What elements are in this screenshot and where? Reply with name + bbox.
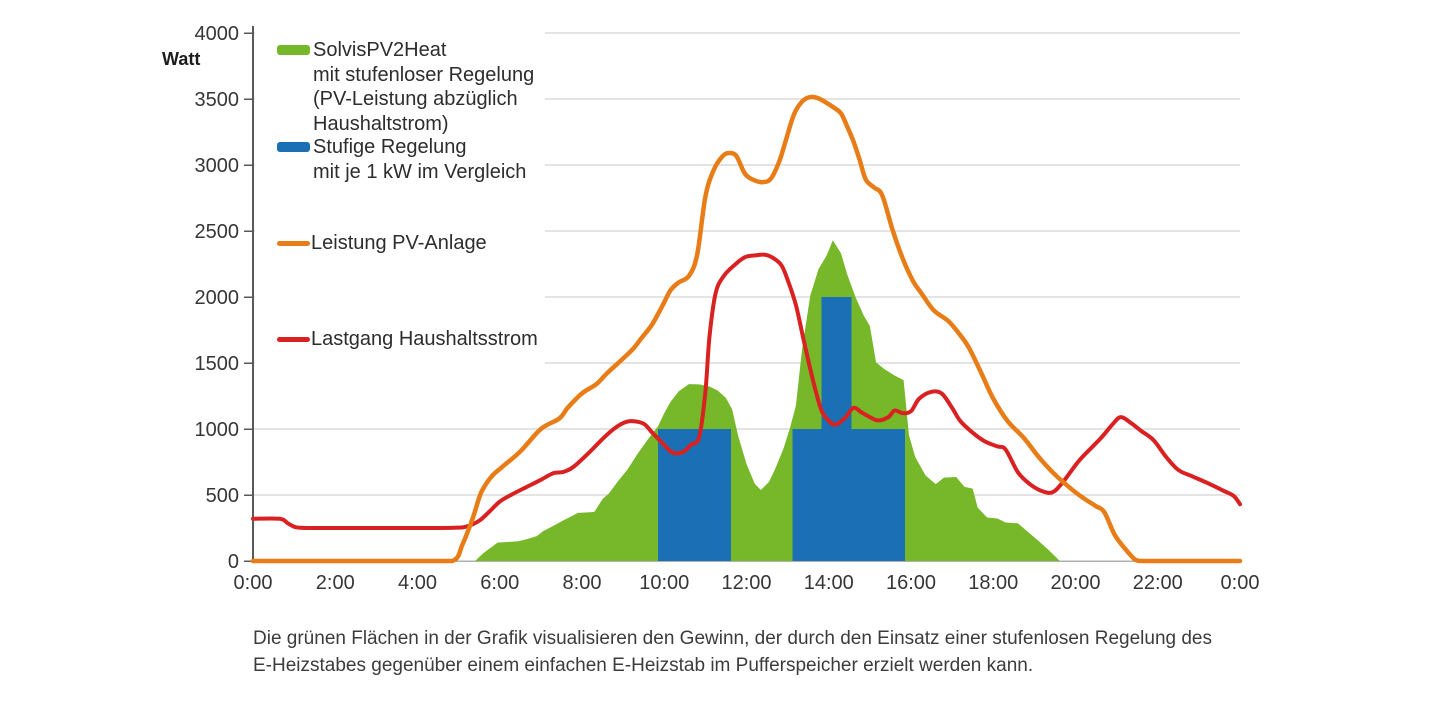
- y-tick-label-2000: 2000: [195, 287, 240, 309]
- y-tick-label-3000: 3000: [195, 155, 240, 177]
- red-line-swatch-icon: [277, 337, 310, 342]
- x-tick-label-5: 10:00: [639, 572, 689, 594]
- y-tick-label-4000: 4000: [195, 23, 240, 45]
- legend-backdrop: [255, 24, 545, 416]
- x-tick-label-7: 14:00: [804, 572, 854, 594]
- pv2heat-area: [475, 240, 1060, 562]
- stepped-control-bar: [821, 297, 852, 561]
- stepped-control-bar: [851, 429, 905, 561]
- stepped-control-bar: [792, 429, 822, 561]
- y-tick-label-2500: 2500: [195, 221, 240, 243]
- x-tick-label-10: 20:00: [1050, 572, 1100, 594]
- y-tick-label-1500: 1500: [195, 353, 240, 375]
- legend-label-pv-anlage: Leistung PV-Anlage: [311, 232, 487, 254]
- y-tick-label-1000: 1000: [195, 419, 240, 441]
- x-tick-label-8: 16:00: [886, 572, 936, 594]
- y-tick-label-500: 500: [206, 485, 239, 507]
- y-tick-label-0: 0: [228, 551, 239, 573]
- legend-item-stufige-regelung: Stufige Regelung mit je 1 kW im Vergleic…: [277, 135, 526, 184]
- legend-label-solvispv2heat: SolvisPV2Heat mit stufenloser Regelung (…: [313, 39, 535, 135]
- legend-label-stufige-regelung: Stufige Regelung mit je 1 kW im Vergleic…: [313, 136, 527, 183]
- x-tick-label-1: 2:00: [316, 572, 355, 594]
- caption: Die grünen Flächen in der Grafik visuali…: [253, 628, 1212, 676]
- legend-label-haushaltsstrom: Lastgang Haushaltsstrom: [311, 328, 538, 350]
- y-tick-label-3500: 3500: [195, 89, 240, 111]
- x-tick-label-9: 18:00: [968, 572, 1018, 594]
- x-tick-label-11: 22:00: [1133, 572, 1183, 594]
- legend-item-solvispv2heat: SolvisPV2Heat mit stufenloser Regelung (…: [277, 38, 534, 136]
- blue-bar-swatch-icon: [277, 142, 310, 152]
- x-tick-label-2: 4:00: [398, 572, 437, 594]
- x-tick-label-4: 8:00: [563, 572, 602, 594]
- green-area-swatch-icon: [277, 45, 310, 55]
- legend-item-pv-anlage: Leistung PV-Anlage: [277, 231, 487, 256]
- x-tick-label-3: 6:00: [480, 572, 519, 594]
- pv-power-line: [250, 94, 1243, 564]
- orange-line-swatch-icon: [277, 241, 310, 246]
- x-tick-label-0: 0:00: [234, 572, 273, 594]
- legend-item-haushaltsstrom: Lastgang Haushaltsstrom: [277, 327, 538, 352]
- y-axis-unit-label: Watt: [162, 49, 201, 69]
- x-tick-label-12: 0:00: [1221, 572, 1260, 594]
- x-tick-label-6: 12:00: [721, 572, 771, 594]
